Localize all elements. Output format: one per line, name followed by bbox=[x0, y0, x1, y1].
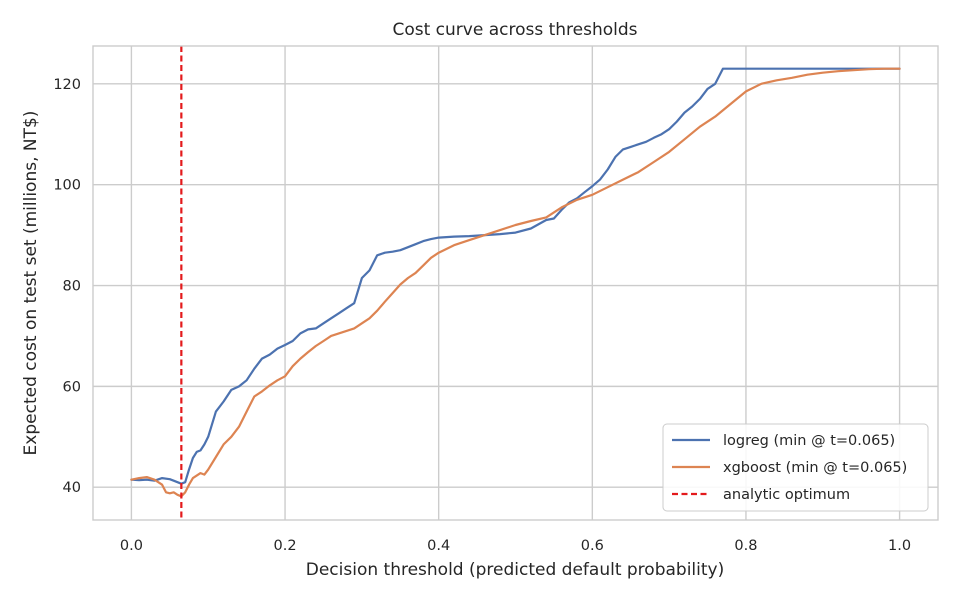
series-layer bbox=[130, 46, 901, 520]
x-tick-label: 0.2 bbox=[274, 538, 297, 554]
x-tick-label: 0.0 bbox=[120, 538, 143, 554]
x-axis-label: Decision threshold (predicted default pr… bbox=[306, 560, 724, 580]
y-tick-label: 100 bbox=[53, 178, 81, 194]
chart-title: Cost curve across thresholds bbox=[392, 20, 637, 40]
legend: logreg (min @ t=0.065) xgboost (min @ t=… bbox=[662, 423, 929, 512]
y-tick-label: 40 bbox=[63, 480, 81, 496]
series-line-logreg bbox=[130, 67, 901, 485]
y-axis-label: Expected cost on test set (millions, NT$… bbox=[21, 111, 41, 456]
legend-entry-logreg: logreg (min @ t=0.065) bbox=[672, 433, 895, 449]
legend-entry-analytic-optimum: analytic optimum bbox=[672, 487, 850, 503]
y-tick-label: 60 bbox=[63, 379, 81, 395]
legend-entry-xgboost: xgboost (min @ t=0.065) bbox=[672, 460, 907, 476]
legend-label-xgboost: xgboost (min @ t=0.065) bbox=[723, 460, 907, 476]
y-tick-label: 120 bbox=[53, 77, 81, 93]
x-tick-label: 0.6 bbox=[581, 538, 604, 554]
y-tick-label: 80 bbox=[63, 279, 81, 295]
plot-frame bbox=[92, 45, 939, 521]
legend-label-analytic-optimum: analytic optimum bbox=[723, 487, 850, 503]
x-tick-label: 0.4 bbox=[427, 538, 450, 554]
x-tick-label: 1.0 bbox=[888, 538, 911, 554]
series-line-xgboost bbox=[130, 67, 901, 498]
x-tick-label: 0.8 bbox=[734, 538, 757, 554]
y-tick-labels: 40 60 80 100 120 bbox=[53, 77, 81, 496]
x-tick-labels: 0.0 0.2 0.4 0.6 0.8 1.0 bbox=[120, 538, 911, 554]
legend-box bbox=[662, 423, 929, 512]
legend-label-logreg: logreg (min @ t=0.065) bbox=[723, 433, 895, 449]
